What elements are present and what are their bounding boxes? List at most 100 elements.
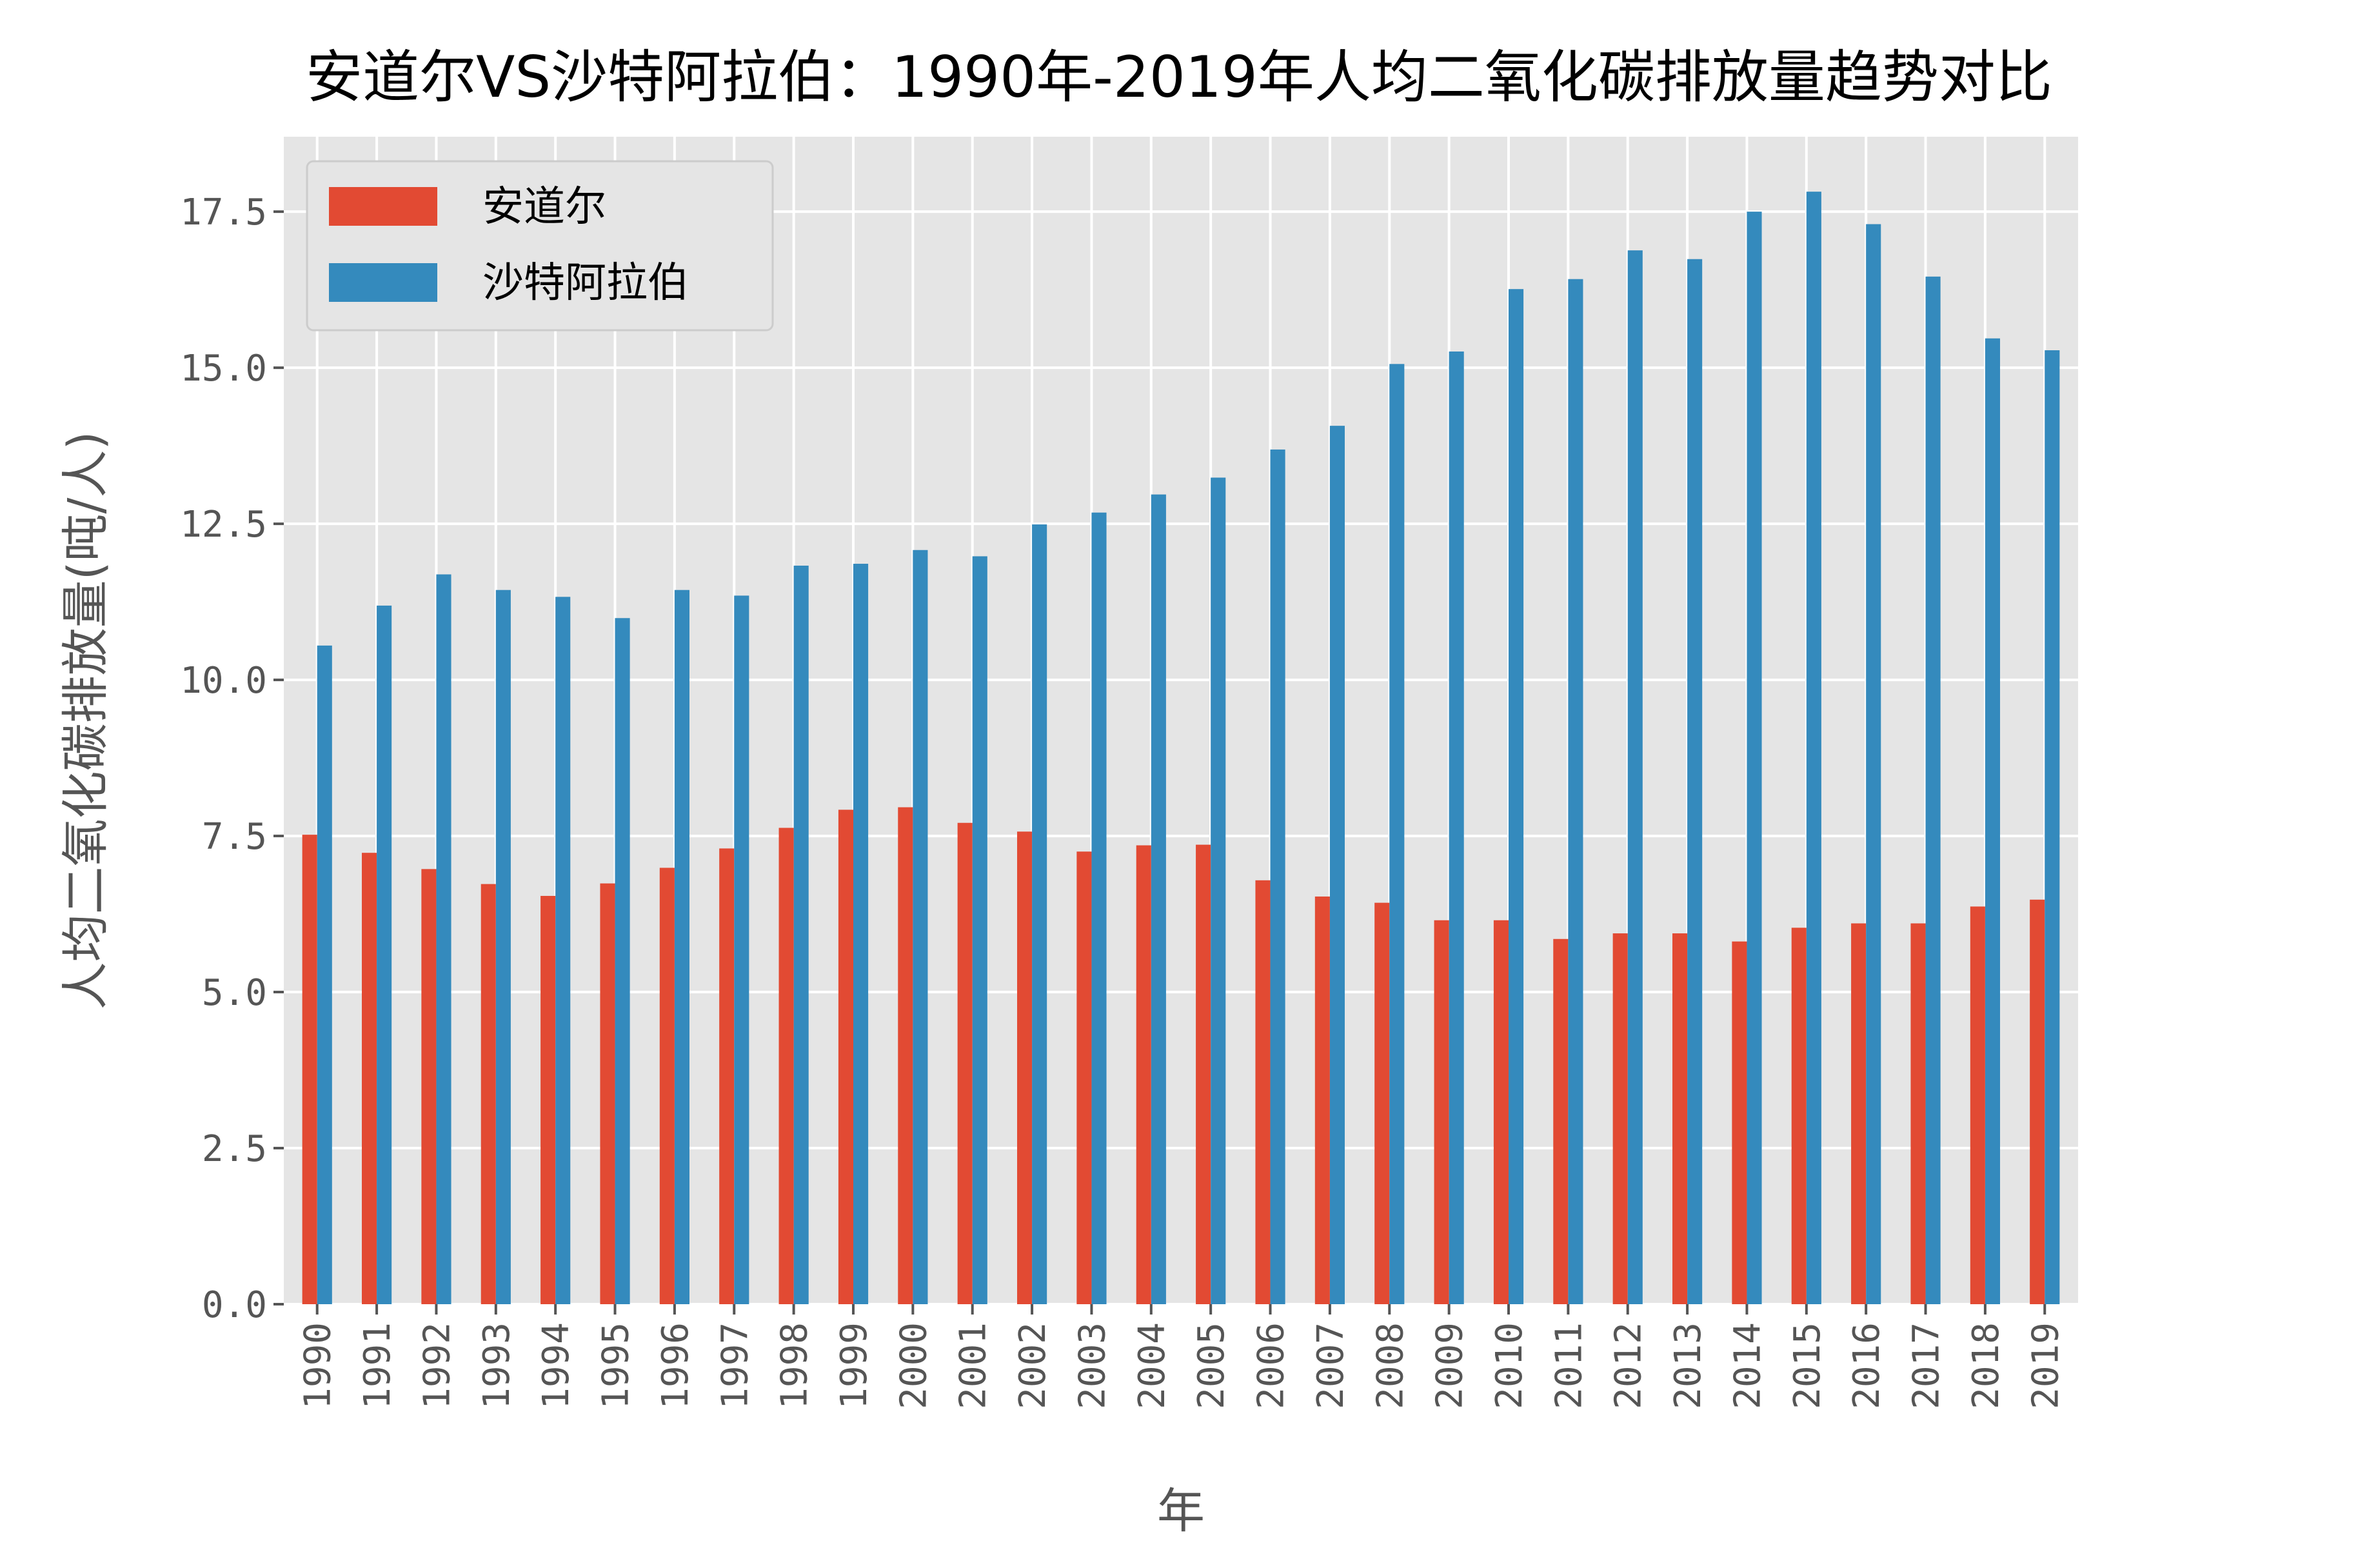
x-tick-label: 2017 <box>1906 1322 1948 1409</box>
y-tick-label: 12.5 <box>180 504 267 546</box>
y-tick-label: 5.0 <box>202 972 267 1014</box>
bar-saudi-arabia-2018 <box>1985 338 2001 1304</box>
bar-saudi-arabia-2007 <box>1329 426 1345 1304</box>
bar-saudi-arabia-2004 <box>1151 494 1166 1304</box>
bar-saudi-arabia-1990 <box>317 645 332 1304</box>
y-tick-label: 10.0 <box>180 660 267 702</box>
bar-saudi-arabia-2017 <box>1925 276 1941 1304</box>
bar-andorra-2000 <box>898 807 913 1304</box>
x-axis-label: 年 <box>1157 1484 1205 1539</box>
bar-saudi-arabia-1996 <box>674 590 689 1305</box>
x-tick-label: 1998 <box>774 1322 816 1409</box>
x-tick-label: 2015 <box>1787 1322 1828 1409</box>
bar-saudi-arabia-1997 <box>734 595 749 1304</box>
bar-andorra-1995 <box>600 883 615 1304</box>
bar-saudi-arabia-1995 <box>615 618 630 1305</box>
bar-saudi-arabia-1999 <box>853 564 869 1304</box>
x-tick-label: 2001 <box>953 1322 995 1409</box>
bar-saudi-arabia-2000 <box>913 550 928 1305</box>
bar-andorra-2002 <box>1016 831 1033 1304</box>
plot-background <box>284 137 2078 1304</box>
y-axis-ticks: 0.0 2.5 5.0 7.5 10.0 12.5 15.0 17.5 <box>180 192 284 1326</box>
y-tick-label: 7.5 <box>202 816 267 858</box>
legend-swatch <box>329 187 437 226</box>
bar-andorra-1994 <box>540 895 556 1304</box>
bar-andorra-2015 <box>1791 928 1807 1304</box>
x-tick-label: 2010 <box>1489 1322 1531 1409</box>
x-tick-label: 2006 <box>1251 1322 1293 1409</box>
x-tick-label: 1993 <box>476 1322 518 1409</box>
bar-saudi-arabia-2015 <box>1806 192 1821 1304</box>
x-tick-label: 2011 <box>1548 1322 1590 1409</box>
bar-saudi-arabia-1998 <box>793 565 809 1304</box>
x-axis-ticks: 1990 1991 1992 1993 1994 1995 1996 1997 1998 1999… <box>297 1304 2066 1409</box>
legend-label: 安道尔 <box>482 183 606 231</box>
bar-andorra-2012 <box>1612 933 1628 1304</box>
bar-saudi-arabia-2010 <box>1509 289 1524 1304</box>
bar-saudi-arabia-2013 <box>1687 259 1703 1305</box>
bar-andorra-1991 <box>361 853 377 1304</box>
bar-andorra-1998 <box>778 828 794 1304</box>
x-tick-label: 2014 <box>1727 1322 1768 1409</box>
y-axis-label: 人均二氧化碳排放量(吨/人) <box>58 432 114 1010</box>
legend-swatch <box>329 263 437 302</box>
x-tick-label: 2008 <box>1369 1322 1411 1409</box>
x-tick-label: 2004 <box>1131 1322 1173 1409</box>
bar-andorra-2009 <box>1434 920 1449 1304</box>
y-tick-label: 15.0 <box>180 348 267 390</box>
x-tick-label: 1991 <box>357 1322 399 1409</box>
bar-andorra-1999 <box>838 809 853 1304</box>
bar-andorra-2006 <box>1255 880 1271 1304</box>
bars <box>302 192 2060 1305</box>
x-tick-label: 2002 <box>1012 1322 1054 1409</box>
x-tick-label: 1990 <box>297 1322 339 1409</box>
x-tick-label: 1999 <box>833 1322 875 1409</box>
bar-andorra-2013 <box>1672 933 1688 1304</box>
x-tick-label: 2012 <box>1608 1322 1650 1409</box>
bar-andorra-2018 <box>1970 906 1985 1304</box>
bar-saudi-arabia-2019 <box>2045 350 2060 1304</box>
chart-title: 安道尔VS沙特阿拉伯：1990年-2019年人均二氧化碳排放量趋势对比 <box>306 44 2052 110</box>
bar-andorra-2010 <box>1493 920 1509 1304</box>
bar-saudi-arabia-1993 <box>495 590 511 1305</box>
bar-andorra-1992 <box>421 869 437 1304</box>
bar-andorra-2003 <box>1076 851 1092 1304</box>
bar-saudi-arabia-1994 <box>555 597 571 1304</box>
bar-saudi-arabia-2001 <box>972 556 987 1304</box>
bar-andorra-2001 <box>957 822 973 1304</box>
x-tick-label: 2009 <box>1429 1322 1471 1409</box>
x-tick-label: 1995 <box>595 1322 637 1409</box>
bar-saudi-arabia-2002 <box>1032 524 1047 1304</box>
y-tick-label: 0.0 <box>202 1284 267 1326</box>
bar-andorra-1990 <box>302 835 317 1304</box>
bar-andorra-2007 <box>1314 896 1330 1304</box>
bar-saudi-arabia-2003 <box>1091 512 1107 1304</box>
bar-saudi-arabia-1991 <box>377 605 392 1304</box>
bar-andorra-2019 <box>2030 899 2045 1304</box>
bar-saudi-arabia-2011 <box>1568 279 1583 1305</box>
bar-saudi-arabia-2014 <box>1747 212 1762 1305</box>
x-tick-label: 1994 <box>535 1322 577 1409</box>
legend-label: 沙特阿拉伯 <box>482 259 689 307</box>
x-tick-label: 2000 <box>893 1322 935 1409</box>
x-tick-label: 2016 <box>1846 1322 1888 1409</box>
bar-andorra-1997 <box>719 848 735 1304</box>
x-tick-label: 2019 <box>2025 1322 2066 1409</box>
bar-andorra-2011 <box>1553 938 1569 1304</box>
bar-saudi-arabia-2005 <box>1211 477 1226 1305</box>
x-tick-label: 1997 <box>714 1322 756 1409</box>
bar-andorra-2017 <box>1910 923 1926 1304</box>
bar-saudi-arabia-2009 <box>1449 351 1464 1304</box>
bar-saudi-arabia-1992 <box>436 574 451 1304</box>
bar-saudi-arabia-2006 <box>1270 449 1285 1305</box>
bar-saudi-arabia-2012 <box>1627 250 1643 1305</box>
bar-andorra-1993 <box>481 884 496 1304</box>
bar-saudi-arabia-2016 <box>1866 224 1881 1304</box>
x-tick-label: 2007 <box>1310 1322 1352 1409</box>
y-tick-label: 2.5 <box>202 1128 267 1170</box>
x-tick-label: 2003 <box>1071 1322 1113 1409</box>
bar-andorra-2004 <box>1136 845 1151 1304</box>
x-tick-label: 2005 <box>1191 1322 1233 1409</box>
